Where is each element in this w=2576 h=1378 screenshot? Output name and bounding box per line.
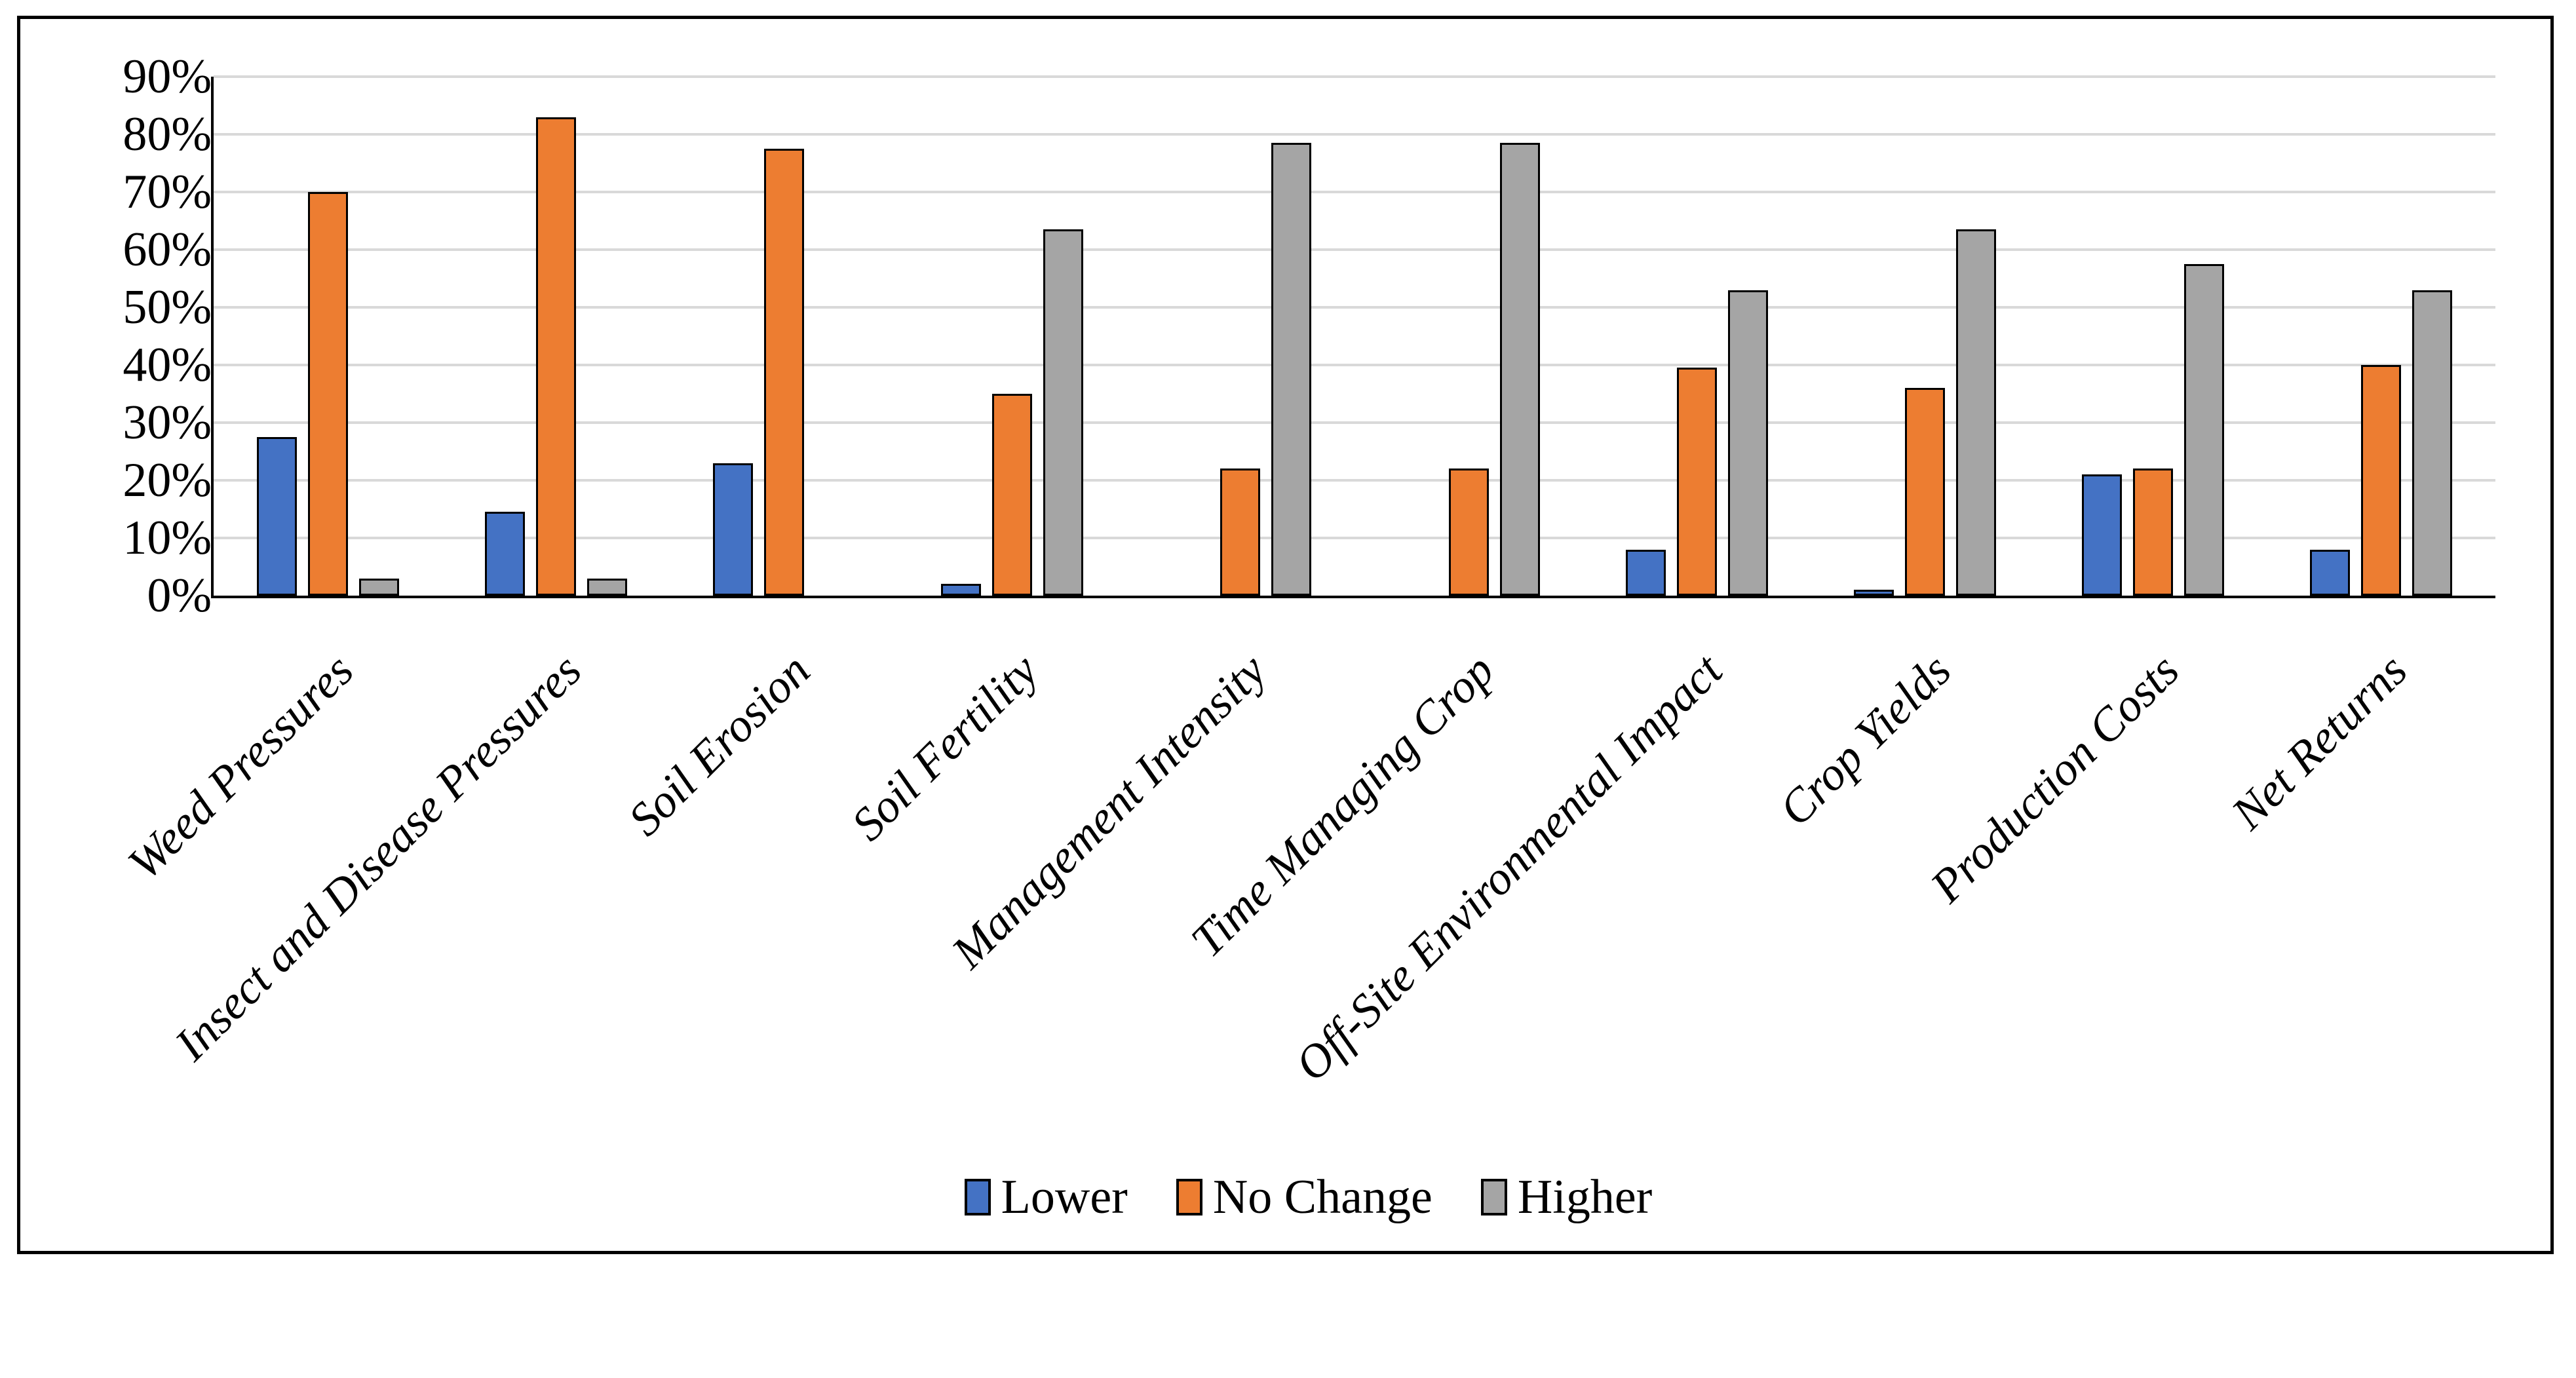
gridline xyxy=(214,248,2495,251)
legend-label: Lower xyxy=(1001,1170,1128,1224)
y-tick-label: 60% xyxy=(123,223,212,277)
bar xyxy=(256,437,297,596)
bar xyxy=(2082,474,2123,596)
y-tick-label: 40% xyxy=(123,338,212,392)
bar xyxy=(2412,290,2453,596)
bar xyxy=(1676,368,1717,596)
y-tick-label: 80% xyxy=(123,107,212,161)
y-tick-label: 0% xyxy=(147,569,212,622)
y-tick-label: 90% xyxy=(123,50,212,104)
bar xyxy=(2133,469,2174,596)
bar xyxy=(713,463,753,596)
bar xyxy=(484,512,525,596)
y-axis-line xyxy=(211,77,214,598)
legend-swatch xyxy=(1176,1179,1202,1215)
bar xyxy=(307,192,348,596)
gridline xyxy=(214,364,2495,366)
y-tick-label: 20% xyxy=(123,453,212,507)
gridline xyxy=(214,479,2495,482)
bar xyxy=(1956,229,1996,596)
bar xyxy=(2310,549,2351,596)
bar xyxy=(941,584,982,596)
bar xyxy=(1271,143,1312,596)
legend: Lower No Change Higher xyxy=(20,1164,2576,1230)
bar xyxy=(1727,290,1768,596)
legend-label: No Change xyxy=(1212,1170,1432,1224)
gridline xyxy=(214,191,2495,193)
bar xyxy=(1448,469,1489,596)
y-tick-label: 70% xyxy=(123,165,212,219)
legend-swatch xyxy=(1480,1179,1507,1215)
y-tick-label: 30% xyxy=(123,396,212,450)
category-label: Insect and Disease Pressures xyxy=(164,643,592,1071)
chart-figure: 0% 10% 20% 30% 40% 50% 60% 70% 80% 90% Weed Pressu… xyxy=(17,16,2554,1254)
gridline xyxy=(214,306,2495,309)
legend-swatch xyxy=(964,1179,991,1215)
bar xyxy=(992,394,1033,596)
bar xyxy=(1625,549,1666,596)
gridline xyxy=(214,133,2495,136)
bar xyxy=(1043,229,1084,596)
y-tick-label: 10% xyxy=(123,511,212,565)
bar xyxy=(535,117,576,596)
gridline xyxy=(214,537,2495,539)
x-axis-line xyxy=(211,596,2495,598)
legend-item: Lower xyxy=(964,1170,1128,1225)
bar xyxy=(586,578,627,596)
gridline xyxy=(214,421,2495,424)
bar xyxy=(2184,264,2225,596)
legend-item: No Change xyxy=(1176,1170,1432,1225)
legend-item: Higher xyxy=(1480,1170,1653,1225)
legend-label: Higher xyxy=(1517,1170,1653,1224)
bar xyxy=(1854,590,1894,596)
bar xyxy=(1220,469,1261,596)
bar xyxy=(2361,365,2402,596)
y-tick-label: 50% xyxy=(123,280,212,334)
bar xyxy=(764,149,804,596)
gridline xyxy=(214,75,2495,78)
bar xyxy=(358,578,399,596)
bar xyxy=(1905,388,1945,596)
bar xyxy=(1499,143,1540,596)
